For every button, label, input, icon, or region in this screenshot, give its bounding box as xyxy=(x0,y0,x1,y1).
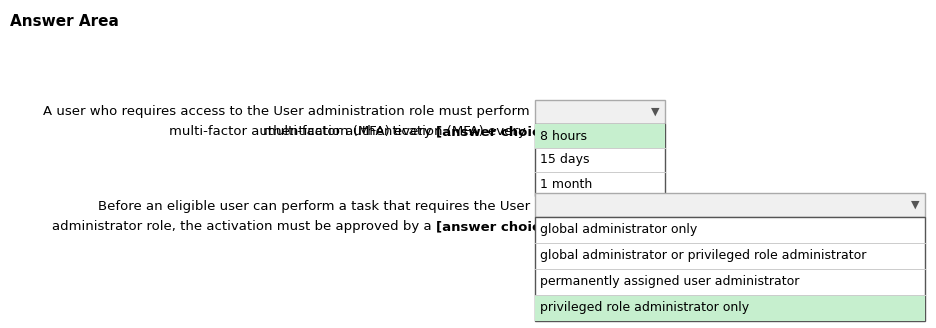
Text: multi-factor authentication (MFA) every: multi-factor authentication (MFA) every xyxy=(169,125,436,138)
Text: 15 days: 15 days xyxy=(540,154,590,167)
FancyBboxPatch shape xyxy=(535,217,925,321)
Text: 8 hours: 8 hours xyxy=(540,130,587,142)
FancyBboxPatch shape xyxy=(535,124,665,148)
Text: privileged role administrator only: privileged role administrator only xyxy=(540,301,749,315)
Text: ▼: ▼ xyxy=(651,107,659,117)
Text: 1 month: 1 month xyxy=(540,177,592,191)
Text: global administrator only: global administrator only xyxy=(540,223,697,236)
Text: multi-factor authentication (MFA) every: multi-factor authentication (MFA) every xyxy=(263,125,530,138)
Text: Before an eligible user can perform a task that requires the User: Before an eligible user can perform a ta… xyxy=(98,200,530,213)
Text: A user who requires access to the User administration role must perform: A user who requires access to the User a… xyxy=(43,105,530,118)
FancyBboxPatch shape xyxy=(535,193,925,217)
Text: permanently assigned user administrator: permanently assigned user administrator xyxy=(540,276,799,289)
Text: global administrator or privileged role administrator: global administrator or privileged role … xyxy=(540,250,867,262)
FancyBboxPatch shape xyxy=(535,124,665,196)
Text: administrator role, the activation must be approved by a: administrator role, the activation must … xyxy=(52,220,436,233)
Text: ▼: ▼ xyxy=(911,200,919,210)
Text: [answer choice].: [answer choice]. xyxy=(436,220,560,233)
Text: [answer choice].: [answer choice]. xyxy=(436,125,560,138)
Text: Answer Area: Answer Area xyxy=(10,14,119,29)
FancyBboxPatch shape xyxy=(535,295,925,321)
FancyBboxPatch shape xyxy=(535,100,665,124)
